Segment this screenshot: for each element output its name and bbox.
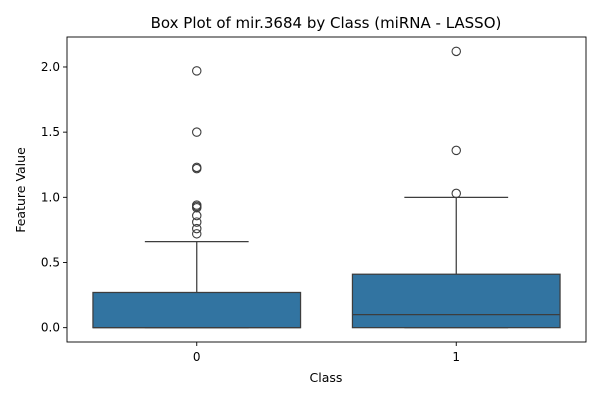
box-class-0 bbox=[92, 291, 302, 329]
outlier-point bbox=[192, 217, 202, 227]
outlier-point bbox=[192, 127, 202, 137]
outlier-point bbox=[192, 229, 202, 239]
outlier-point bbox=[192, 66, 202, 76]
plot-frame bbox=[66, 36, 587, 343]
outlier-point bbox=[192, 210, 202, 221]
y-tick-label: 2.0 bbox=[41, 60, 60, 74]
chart-title: Box Plot of mir.3684 by Class (miRNA - L… bbox=[151, 14, 502, 32]
y-tick-label: 0.0 bbox=[41, 321, 60, 335]
y-axis: 0.0 0.5 1.0 1.5 2.0 bbox=[41, 60, 67, 335]
outlier-point bbox=[192, 223, 202, 234]
outlier-point bbox=[451, 145, 461, 156]
outlier-point bbox=[451, 46, 461, 57]
y-tick-label: 0.5 bbox=[41, 255, 60, 269]
outlier-point bbox=[192, 202, 202, 213]
plot-area bbox=[66, 36, 587, 343]
box-class-1 bbox=[351, 273, 561, 329]
y-axis-label: Feature Value bbox=[13, 147, 28, 233]
x-tick-label: 0 bbox=[193, 350, 201, 364]
outlier-point bbox=[451, 188, 461, 199]
x-tick-label: 1 bbox=[452, 350, 460, 364]
y-tick-label: 1.0 bbox=[41, 190, 60, 204]
y-tick-label: 1.5 bbox=[41, 125, 60, 139]
outlier-point bbox=[192, 163, 202, 174]
x-axis-label: Class bbox=[310, 370, 343, 385]
